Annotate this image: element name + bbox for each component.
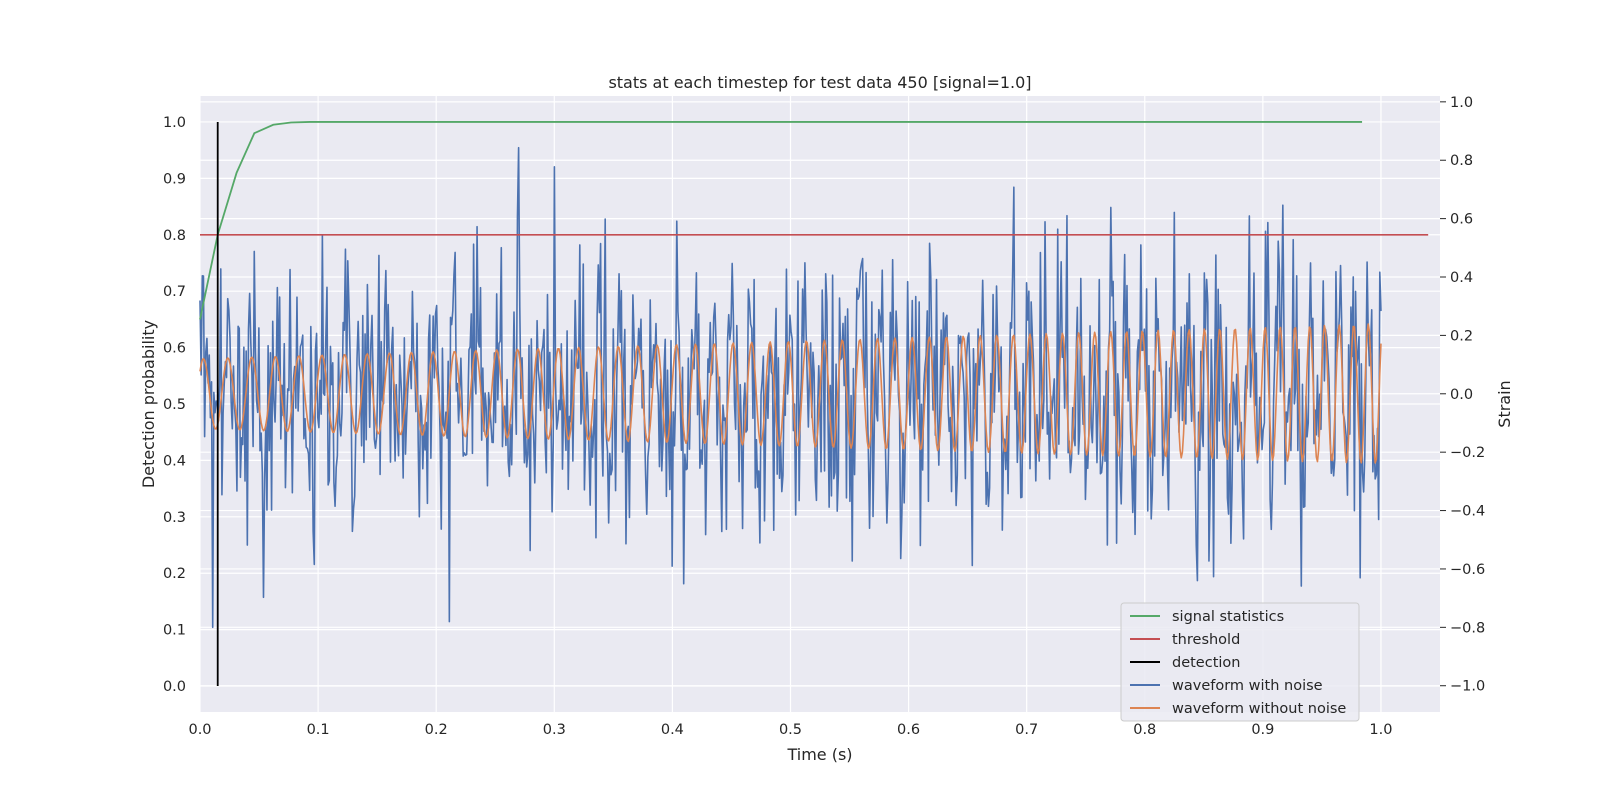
series-waveform-with-noise bbox=[199, 146, 1382, 629]
legend-label-detection: detection bbox=[1172, 655, 1240, 671]
legend-label-waveform-without-noise: waveform without noise bbox=[1172, 701, 1346, 717]
legend: signal statistics threshold detection wa… bbox=[1120, 602, 1360, 722]
y2-tick-label: −0.2 bbox=[1450, 445, 1485, 461]
x-tick-label: 0.2 bbox=[425, 722, 448, 738]
y2-tick-label: −0.8 bbox=[1450, 620, 1485, 636]
x-tick-label: 0.8 bbox=[1133, 722, 1156, 738]
y2-tick-label: 1.0 bbox=[1450, 95, 1473, 111]
chart-title: stats at each timestep for test data 450… bbox=[608, 73, 1031, 92]
x-tick-label: 0.3 bbox=[543, 722, 566, 738]
y-tick-label: 0.1 bbox=[163, 623, 186, 639]
legend-label-signal-statistics: signal statistics bbox=[1172, 609, 1284, 625]
x-tick-label: 0.0 bbox=[188, 722, 211, 738]
y2-tick-label: 0.4 bbox=[1450, 270, 1473, 286]
y-tick-label: 0.0 bbox=[163, 679, 186, 695]
y-tick-label: 0.7 bbox=[163, 284, 186, 300]
x-tick-label: 0.5 bbox=[779, 722, 802, 738]
x-tick-label: 0.7 bbox=[1015, 722, 1038, 738]
series-signal-statistics bbox=[199, 121, 1363, 320]
y-tick-label: 0.4 bbox=[163, 453, 186, 469]
series-waveform-without-noise bbox=[199, 323, 1382, 464]
y-axis-label: Detection probability bbox=[139, 320, 158, 488]
y2-tick-label: −0.4 bbox=[1450, 504, 1485, 520]
y-tick-label: 0.6 bbox=[163, 341, 186, 357]
x-tick-label: 0.1 bbox=[307, 722, 330, 738]
legend-label-waveform-with-noise: waveform with noise bbox=[1172, 678, 1323, 694]
x-tick-label: 0.4 bbox=[661, 722, 684, 738]
y2-tick-label: 0.6 bbox=[1450, 212, 1473, 228]
y-tick-label: 0.9 bbox=[163, 171, 186, 187]
y2-axis-label: Strain bbox=[1495, 380, 1514, 427]
y2-tick-label: −1.0 bbox=[1450, 679, 1485, 695]
x-tick-label: 0.6 bbox=[897, 722, 920, 738]
x-axis-label: Time (s) bbox=[786, 745, 852, 764]
tick-labels: 0.0 0.1 0.2 0.3 0.4 0.5 0.6 0.7 0.8 0.9 1.0 0.0 0.1 0… bbox=[163, 95, 1485, 738]
x-tick-label: 0.9 bbox=[1251, 722, 1274, 738]
x-tick-label: 1.0 bbox=[1369, 722, 1392, 738]
y-tick-label: 0.2 bbox=[163, 566, 186, 582]
y2-tick-label: 0.0 bbox=[1450, 387, 1473, 403]
y-tick-label: 0.5 bbox=[163, 397, 186, 413]
y2-tick-label: −0.6 bbox=[1450, 562, 1485, 578]
y-tick-label: 0.3 bbox=[163, 510, 186, 526]
y2-tick-label: 0.2 bbox=[1450, 328, 1473, 344]
series-layer bbox=[199, 121, 1429, 687]
legend-label-threshold: threshold bbox=[1172, 632, 1240, 648]
y-tick-label: 0.8 bbox=[163, 228, 186, 244]
y2-tick-label: 0.8 bbox=[1450, 153, 1473, 169]
y-tick-label: 1.0 bbox=[163, 115, 186, 131]
legend-box bbox=[1120, 602, 1360, 722]
